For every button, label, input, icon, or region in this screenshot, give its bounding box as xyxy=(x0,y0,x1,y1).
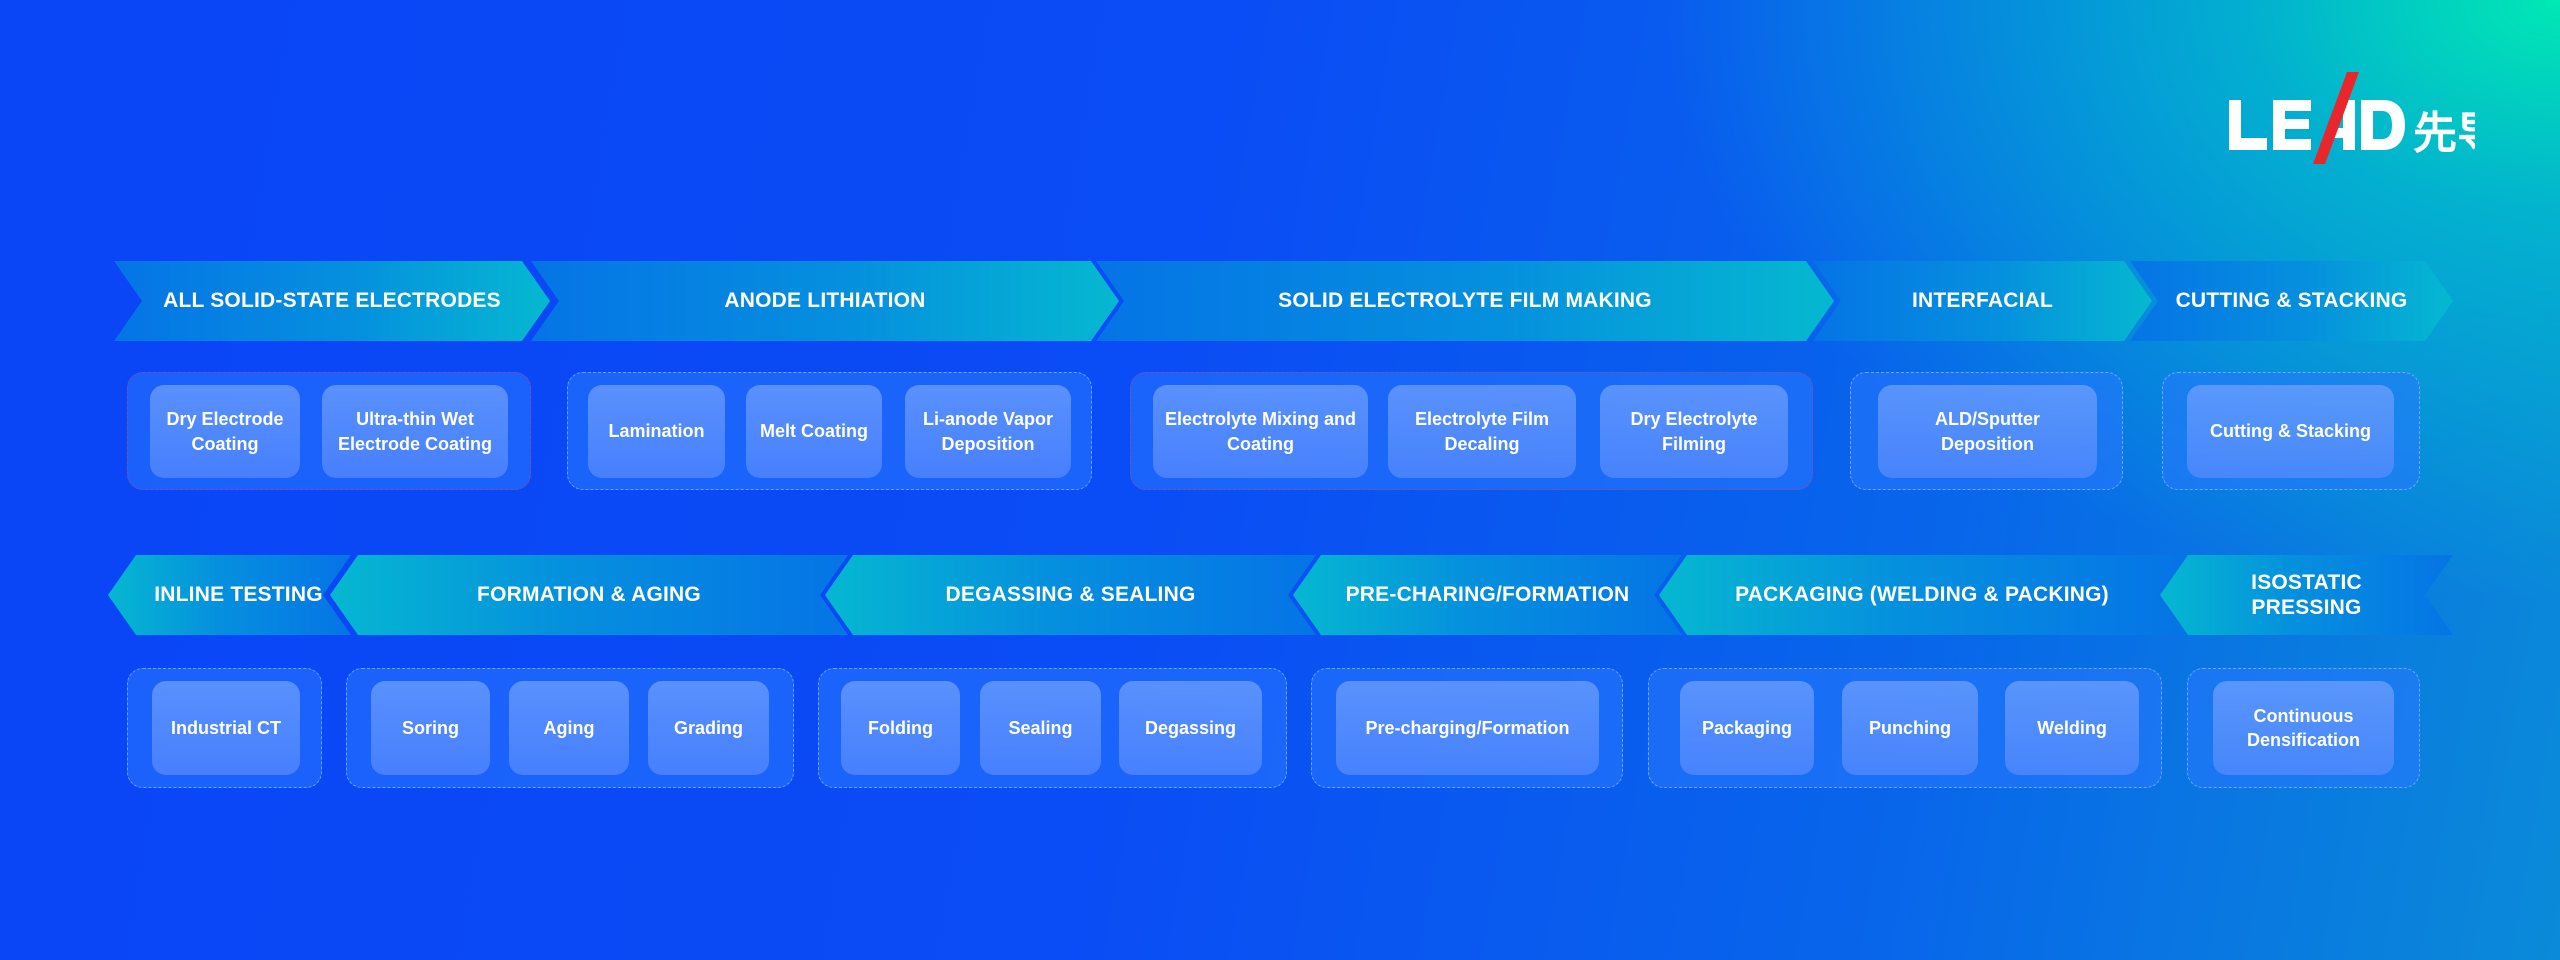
stage-label: ANODE LITHIATION xyxy=(724,289,926,313)
lead-logo: 先导 xyxy=(2225,70,2501,165)
stage-arrow: PACKAGING (WELDING & PACKING) xyxy=(1659,555,2185,635)
step-item: Soring xyxy=(371,681,490,775)
stage-label: ISOSTATIC PRESSING xyxy=(2251,570,2362,619)
stage-label: SOLID ELECTROLYTE FILM MAKING xyxy=(1278,289,1652,313)
stage-label: DEGASSING & SEALING xyxy=(945,583,1196,607)
stage-label: CUTTING & STACKING xyxy=(2175,289,2408,313)
stage-arrow: FORMATION & AGING xyxy=(330,555,848,635)
stage-label: FORMATION & AGING xyxy=(477,583,701,607)
step-item: Lamination xyxy=(588,385,725,478)
step-item: Packaging xyxy=(1680,681,1814,775)
stage-arrow: CUTTING & STACKING xyxy=(2130,261,2453,341)
logo-chinese: 先导 xyxy=(2413,108,2475,159)
stage-label: PRE-CHARING/FORMATION xyxy=(1345,583,1630,607)
step-item: Electrolyte Film Decaling xyxy=(1388,385,1576,478)
step-item: Cutting & Stacking xyxy=(2187,385,2394,478)
step-item: Folding xyxy=(841,681,960,775)
stage-arrow: INLINE TESTING xyxy=(108,555,351,635)
step-item: Grading xyxy=(648,681,769,775)
stage-label: INLINE TESTING xyxy=(154,583,323,607)
stage-arrow: ISOSTATIC PRESSING xyxy=(2160,555,2453,635)
stage-arrow: INTERFACIAL xyxy=(1813,261,2152,341)
stage-label: ALL SOLID-STATE ELECTRODES xyxy=(163,289,501,313)
stage-arrow: ANODE LITHIATION xyxy=(531,261,1119,341)
step-item: Melt Coating xyxy=(746,385,882,478)
stage-arrow: ALL SOLID-STATE ELECTRODES xyxy=(114,261,550,341)
step-item: Electrolyte Mixing and Coating xyxy=(1153,385,1368,478)
stage-arrow: SOLID ELECTROLYTE FILM MAKING xyxy=(1096,261,1834,341)
stage-label: INTERFACIAL xyxy=(1911,289,2054,313)
step-item: Welding xyxy=(2005,681,2139,775)
stage-label: PACKAGING (WELDING & PACKING) xyxy=(1735,583,2109,607)
step-item: Punching xyxy=(1842,681,1978,775)
step-item: Aging xyxy=(509,681,629,775)
stage-arrow: PRE-CHARING/FORMATION xyxy=(1293,555,1682,635)
step-item: Ultra-thin Wet Electrode Coating xyxy=(322,385,508,478)
step-item: Li-anode Vapor Deposition xyxy=(905,385,1071,478)
step-item: ALD/Sputter Deposition xyxy=(1878,385,2097,478)
step-item: Continuous Densification xyxy=(2213,681,2394,775)
step-item: Degassing xyxy=(1119,681,1262,775)
step-item: Sealing xyxy=(980,681,1101,775)
stage-arrow: DEGASSING & SEALING xyxy=(825,555,1316,635)
step-item: Pre-charging/Formation xyxy=(1336,681,1599,775)
step-item: Industrial CT xyxy=(152,681,300,775)
step-item: Dry Electrolyte Filming xyxy=(1600,385,1788,478)
step-item: Dry Electrode Coating xyxy=(150,385,300,478)
